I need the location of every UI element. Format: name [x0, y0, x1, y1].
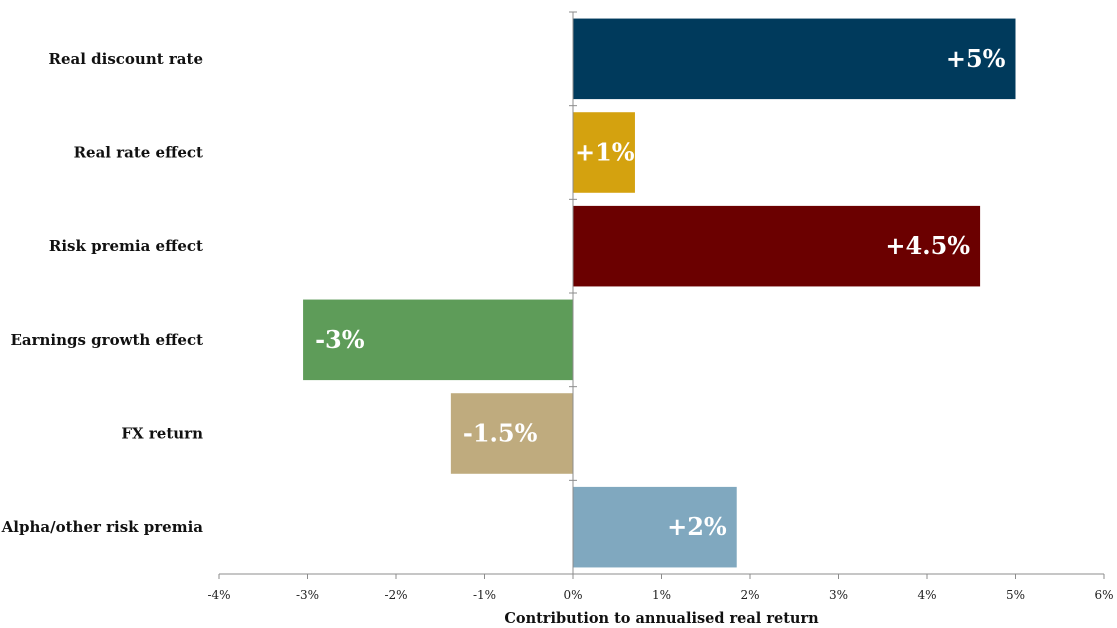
bar-real-discount-rate	[573, 18, 1016, 100]
bars-group	[303, 18, 1016, 568]
x-tick-label: -1%	[473, 588, 496, 602]
x-tick-label: 4%	[917, 588, 936, 602]
bar-fx-return	[450, 393, 573, 474]
x-tick-label: -2%	[384, 588, 407, 602]
x-tick-label: -4%	[207, 588, 230, 602]
axes-group	[218, 11, 1105, 579]
category-label-earnings-growth-effect: Earnings growth effect	[10, 331, 203, 349]
data-label-earnings-growth-effect: -3%	[315, 325, 365, 354]
x-tick-label: 6%	[1094, 588, 1113, 602]
category-label-risk-premia-effect: Risk premia effect	[49, 237, 203, 255]
data-label-real-discount-rate: +5%	[946, 44, 1006, 73]
category-label-alpha-other-risk-premia: Alpha/other risk premia	[1, 518, 204, 536]
bar-alpha-other-risk-premia	[573, 486, 737, 568]
x-tick-label: 0%	[563, 588, 582, 602]
data-label-fx-return: -1.5%	[463, 419, 538, 448]
x-axis-title: Contribution to annualised real return	[504, 610, 819, 627]
bar-real-rate-effect	[573, 112, 635, 193]
category-label-real-discount-rate: Real discount rate	[49, 50, 203, 68]
x-tick-label: -3%	[296, 588, 319, 602]
data-label-risk-premia-effect: +4.5%	[885, 231, 970, 260]
data-label-alpha-other-risk-premia: +2%	[667, 512, 727, 541]
x-tick-label: 3%	[829, 588, 848, 602]
x-tick-label: 2%	[740, 588, 759, 602]
x-tick-label: 5%	[1006, 588, 1025, 602]
category-label-real-rate-effect: Real rate effect	[74, 144, 203, 162]
bar-earnings-growth-effect	[303, 299, 573, 381]
data-label-real-rate-effect: +1%	[575, 138, 635, 167]
x-tick-label: 1%	[652, 588, 671, 602]
labels-group: Real discount rate +5% Real rate effect +1%…	[1, 44, 1114, 602]
category-label-fx-return: FX return	[121, 425, 203, 443]
bar-risk-premia-effect	[573, 205, 981, 287]
